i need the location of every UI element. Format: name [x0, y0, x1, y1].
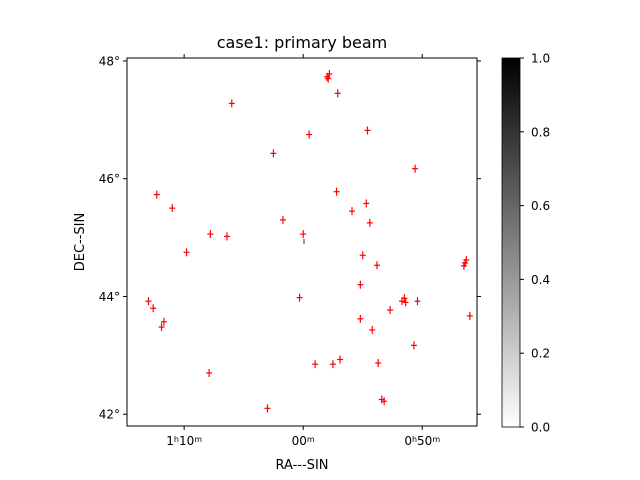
data-point — [153, 190, 160, 199]
x-tick-label-number: 1 — [166, 434, 174, 448]
data-point — [412, 164, 419, 173]
data-point — [363, 199, 370, 208]
x-tick-label-number: 0 — [404, 434, 412, 448]
colorbar-gradient — [501, 57, 521, 428]
colorbar-tick-label: 0.6 — [531, 199, 550, 213]
x-tick-label: 0h50m — [404, 434, 440, 448]
data-point — [387, 306, 394, 315]
x-axis: 1h10m 00m 0h50m — [166, 54, 440, 448]
y-tick-label: 46° — [99, 172, 120, 186]
x-tick-label-number: 50 — [417, 434, 432, 448]
data-point — [463, 255, 470, 264]
y-axis-label: DEC--SIN — [73, 213, 88, 272]
data-point — [228, 99, 235, 108]
data-point — [306, 130, 313, 139]
colorbar-ticks: 0.0 0.2 0.4 0.6 0.8 1.0 — [520, 52, 550, 435]
data-point — [334, 89, 341, 98]
x-tick-label-unit: h — [174, 435, 179, 444]
data-point — [364, 126, 371, 135]
plot-area — [126, 57, 478, 427]
data-point — [224, 232, 230, 241]
data-point — [145, 297, 152, 306]
data-point — [206, 369, 213, 378]
colorbar-tick-label: 0.2 — [531, 347, 550, 361]
data-point — [333, 187, 340, 196]
data-point — [207, 230, 214, 239]
x-tick-label: 1h10m — [166, 434, 202, 448]
data-point — [169, 204, 176, 213]
y-tick-label: 44° — [99, 290, 120, 304]
data-point — [381, 397, 388, 406]
x-tick-label: 00m — [292, 434, 315, 448]
y-tick-label: 48° — [99, 54, 120, 68]
y-axis: 48° 46° 44° 42° — [99, 54, 481, 422]
x-tick-label-number: 00 — [292, 434, 307, 448]
data-point — [300, 230, 307, 239]
data-point — [329, 360, 336, 369]
data-point — [337, 355, 344, 364]
data-point — [414, 297, 421, 306]
data-point — [312, 360, 319, 369]
data-point — [374, 261, 380, 270]
y-tick-label: 42° — [99, 408, 120, 422]
x-tick-label-unit: m — [432, 435, 440, 444]
data-point — [150, 304, 157, 313]
colorbar-tick-label: 0.8 — [531, 125, 550, 139]
x-axis-label: RA---SIN — [276, 458, 329, 473]
data-point — [325, 74, 332, 83]
data-point — [264, 404, 271, 413]
data-point — [357, 280, 364, 289]
plot-frame — [126, 57, 478, 427]
x-tick-label-number: 10 — [179, 434, 194, 448]
data-point — [279, 215, 286, 224]
data-point — [158, 323, 165, 332]
data-point — [160, 317, 167, 326]
colorbar-tick-label: 1.0 — [531, 52, 550, 66]
data-points — [145, 69, 473, 413]
data-point — [402, 298, 409, 307]
data-point — [270, 149, 277, 158]
data-point — [410, 341, 417, 350]
data-point — [460, 261, 467, 270]
colorbar-tick-label: 0.4 — [531, 273, 550, 287]
x-tick-label-unit: h — [412, 435, 417, 444]
data-point — [466, 311, 473, 320]
data-point — [296, 293, 303, 302]
data-point — [369, 326, 376, 335]
data-point — [366, 218, 373, 227]
data-point — [324, 72, 330, 81]
x-tick-label-unit: m — [307, 435, 315, 444]
data-point — [357, 314, 364, 323]
x-tick-label-unit: m — [194, 435, 202, 444]
data-point — [349, 207, 355, 216]
colorbar-tick-label: 0.0 — [531, 421, 550, 435]
data-point — [399, 297, 405, 306]
data-point — [183, 248, 190, 257]
chart-title: case1: primary beam — [217, 33, 388, 52]
data-point — [375, 358, 382, 367]
data-point — [359, 251, 366, 260]
colorbar: 0.0 0.2 0.4 0.6 0.8 1.0 — [501, 52, 550, 435]
